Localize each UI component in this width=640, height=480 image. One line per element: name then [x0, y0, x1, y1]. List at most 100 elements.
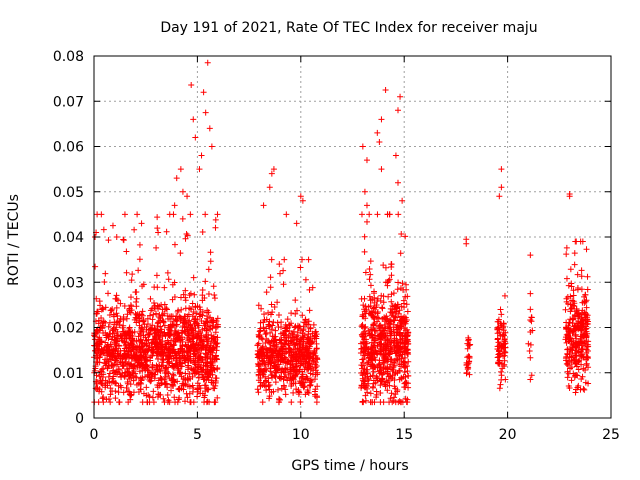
- data-point: [117, 373, 124, 380]
- data-point: [369, 326, 376, 333]
- data-point: [189, 300, 196, 307]
- data-point: [376, 361, 383, 368]
- data-point: [384, 387, 391, 394]
- data-point: [207, 368, 214, 375]
- data-point: [300, 346, 307, 353]
- data-point: [149, 336, 156, 343]
- data-point: [401, 364, 408, 371]
- data-point: [173, 323, 180, 330]
- data-point: [173, 175, 180, 182]
- data-point: [202, 318, 209, 325]
- data-point: [527, 329, 534, 336]
- data-point: [465, 364, 472, 371]
- data-point: [580, 333, 587, 340]
- data-point: [167, 323, 174, 330]
- data-point: [278, 356, 285, 363]
- data-point: [102, 270, 109, 277]
- data-point: [173, 321, 180, 328]
- data-point: [156, 303, 163, 310]
- data-point: [394, 179, 401, 186]
- data-point: [282, 341, 289, 348]
- data-point: [388, 390, 395, 397]
- data-point: [367, 399, 374, 406]
- data-point: [159, 349, 166, 356]
- data-point: [155, 319, 162, 326]
- data-point: [189, 373, 196, 380]
- data-point: [146, 376, 153, 383]
- data-point: [195, 374, 202, 381]
- data-point: [207, 314, 214, 321]
- data-point: [206, 399, 213, 406]
- data-point: [291, 341, 298, 348]
- data-point: [361, 306, 368, 313]
- data-point: [186, 336, 193, 343]
- data-point: [371, 299, 378, 306]
- y-tick-label: 0.05: [53, 185, 84, 201]
- data-point: [126, 335, 133, 342]
- data-point: [109, 306, 116, 313]
- data-point: [184, 326, 191, 333]
- data-point: [362, 340, 369, 347]
- data-point: [380, 351, 387, 358]
- data-point: [401, 313, 408, 320]
- data-point: [358, 323, 365, 330]
- data-point: [96, 338, 103, 345]
- data-point: [112, 395, 119, 402]
- data-point: [390, 326, 397, 333]
- data-point: [307, 353, 314, 360]
- data-point: [212, 329, 219, 336]
- data-point: [100, 318, 107, 325]
- data-point: [198, 152, 205, 159]
- data-point: [163, 380, 170, 387]
- data-point: [153, 343, 160, 350]
- data-point: [113, 234, 120, 240]
- data-point: [528, 372, 535, 379]
- data-point: [366, 265, 373, 272]
- data-point: [208, 379, 215, 386]
- data-point: [190, 357, 197, 364]
- data-point: [184, 232, 191, 239]
- data-point: [157, 368, 164, 375]
- data-point: [169, 296, 176, 303]
- data-point: [282, 337, 289, 344]
- data-point: [116, 399, 123, 406]
- data-point: [257, 325, 264, 332]
- data-point: [181, 313, 188, 320]
- data-point: [93, 327, 100, 334]
- data-point: [272, 327, 279, 334]
- data-point: [395, 399, 402, 406]
- data-point: [361, 336, 368, 343]
- data-point: [191, 291, 198, 298]
- data-point: [177, 346, 184, 353]
- data-point: [201, 392, 208, 399]
- data-point: [140, 281, 147, 288]
- data-point: [161, 399, 168, 406]
- data-point: [160, 395, 167, 402]
- data-point: [309, 338, 316, 345]
- data-point: [204, 398, 211, 405]
- data-point: [567, 335, 574, 342]
- data-point: [280, 330, 287, 337]
- data-point: [204, 353, 211, 360]
- data-point: [172, 399, 179, 406]
- data-point: [175, 385, 182, 392]
- data-point: [265, 309, 272, 316]
- data-point: [150, 348, 157, 355]
- data-point: [290, 345, 297, 352]
- data-point: [570, 287, 577, 294]
- data-point: [260, 379, 267, 386]
- data-point: [113, 292, 120, 299]
- data-point: [133, 374, 140, 381]
- data-point: [158, 375, 165, 382]
- data-point: [574, 384, 581, 391]
- data-point: [94, 328, 101, 335]
- data-point: [313, 335, 320, 342]
- data-point: [284, 316, 291, 323]
- data-point: [501, 336, 508, 343]
- data-point: [123, 315, 130, 322]
- data-point: [578, 310, 585, 317]
- data-point: [207, 326, 214, 333]
- data-point: [296, 352, 303, 359]
